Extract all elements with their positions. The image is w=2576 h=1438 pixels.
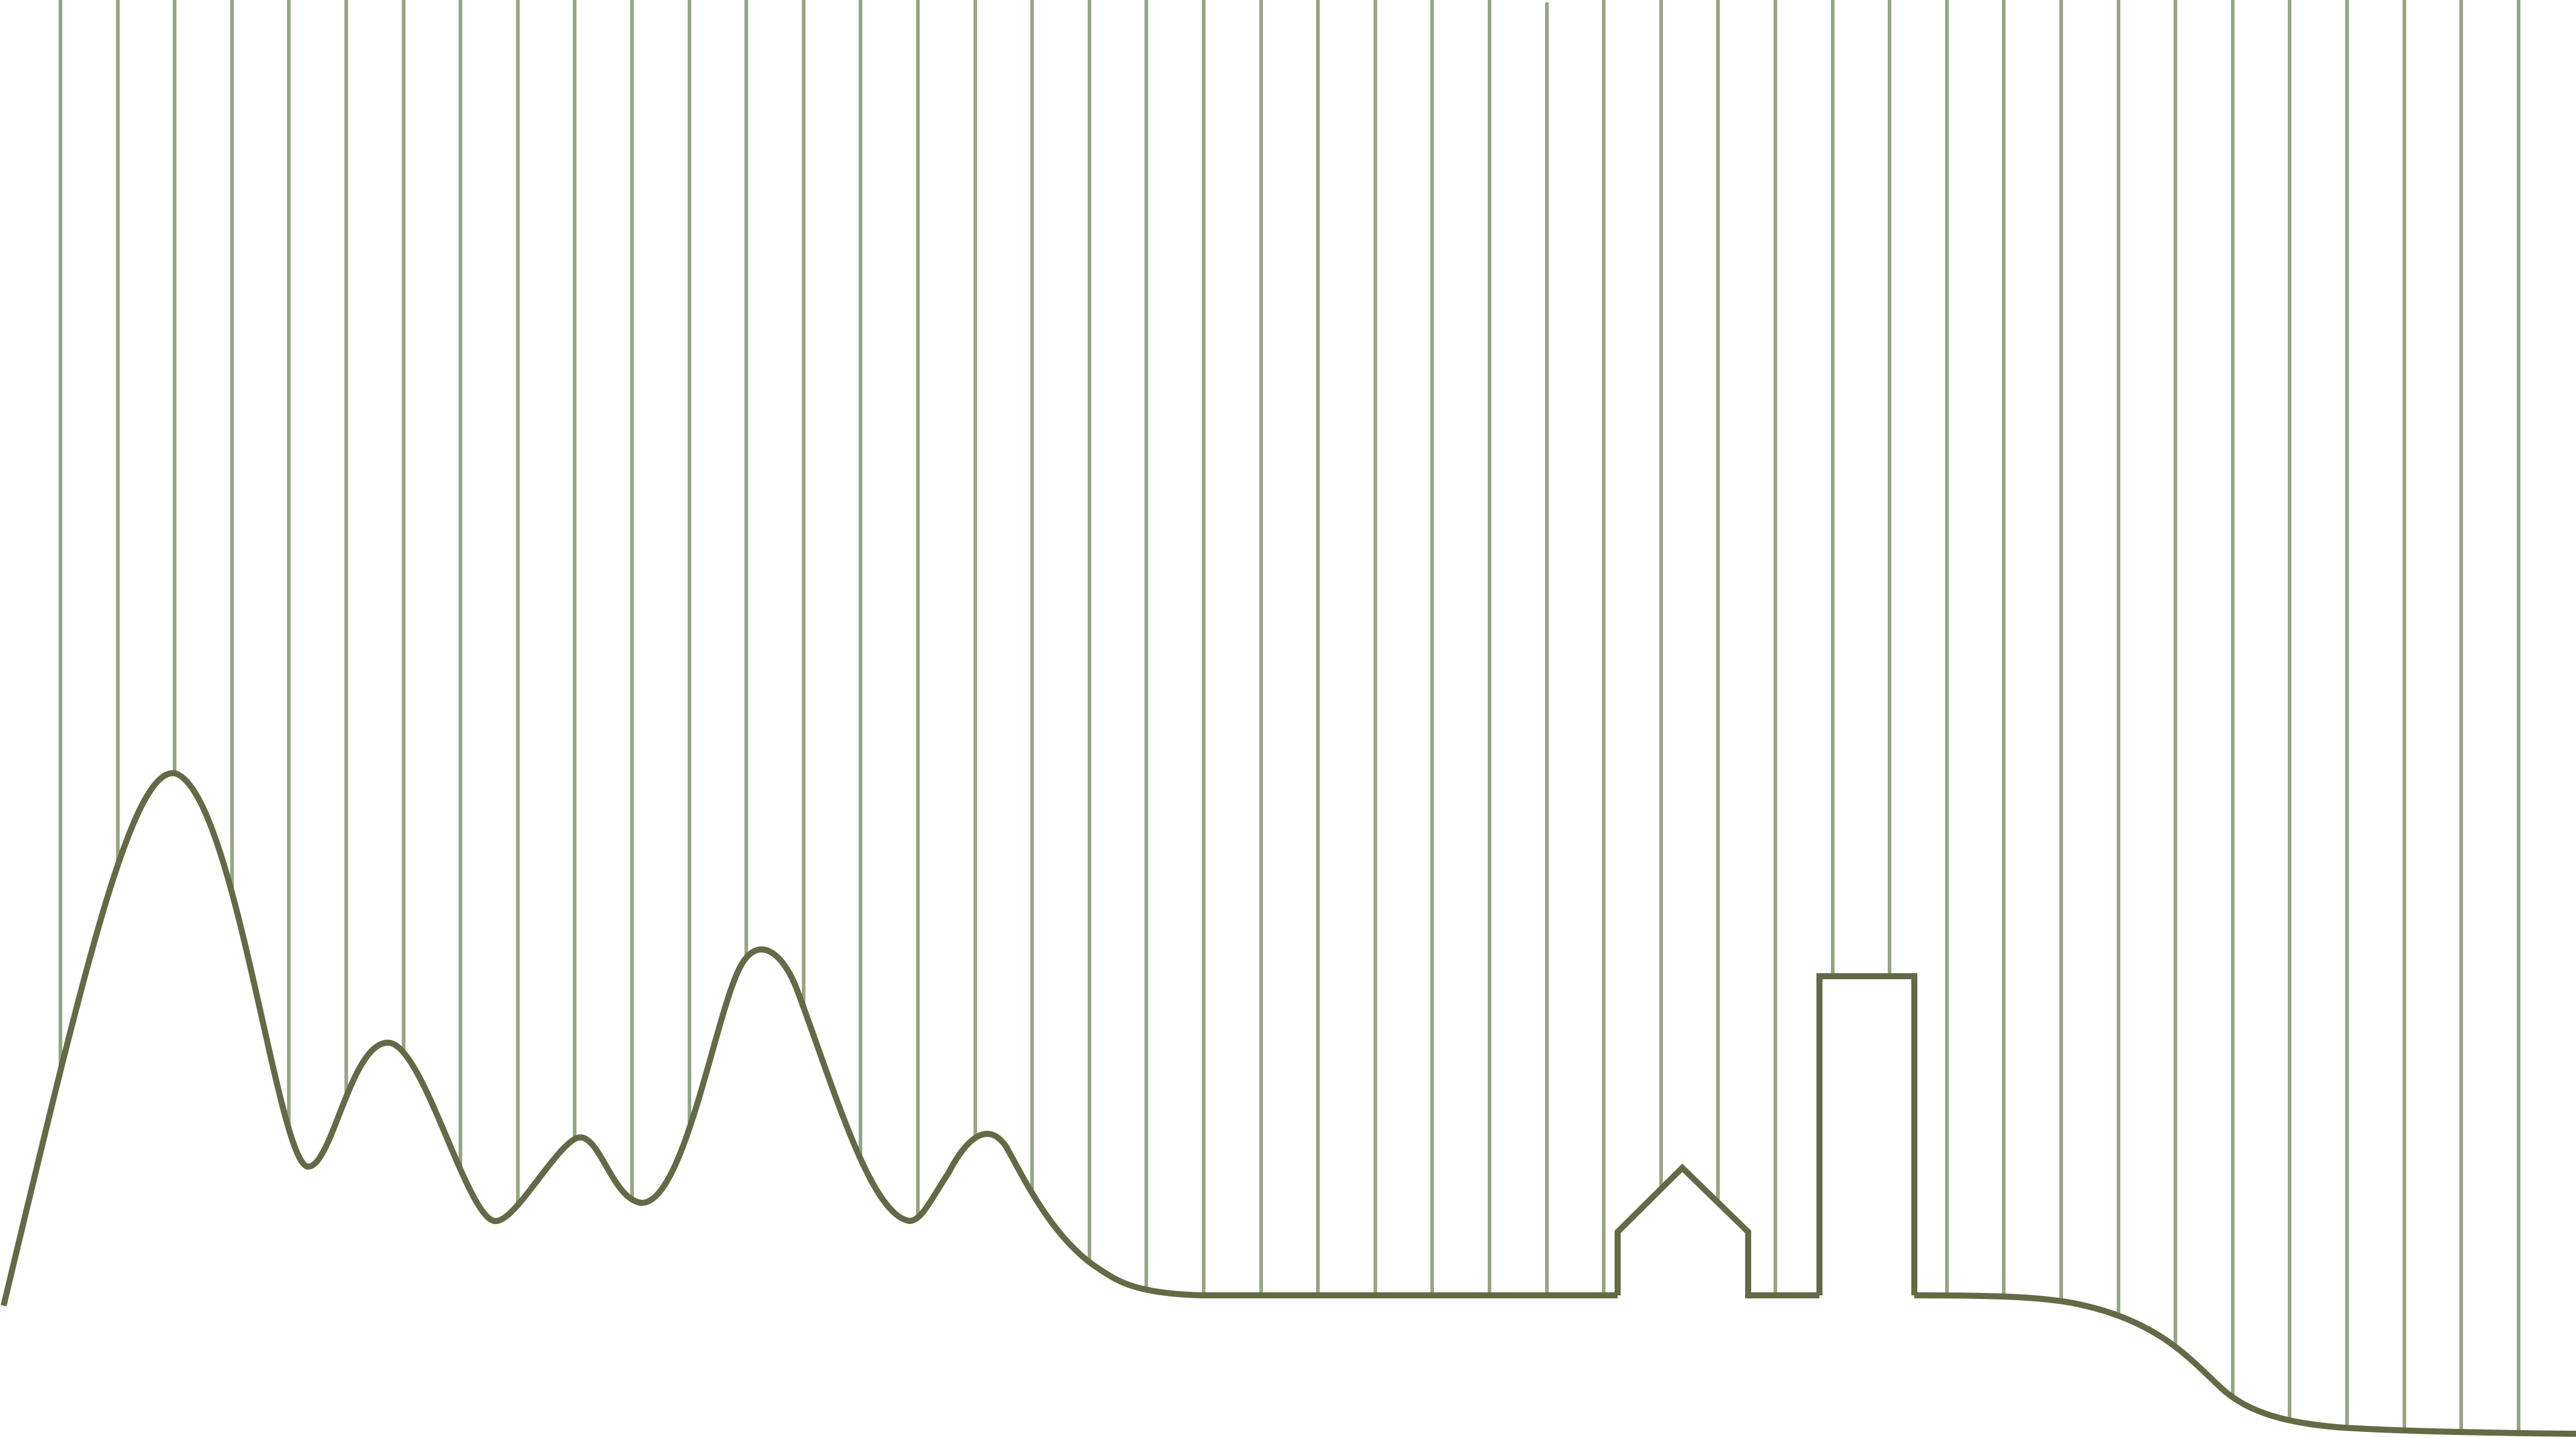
hills-outline: [1, 770, 1618, 1307]
tower-outline: [1816, 973, 1917, 1295]
vertical-lines: [59, 0, 2520, 1434]
slope-outline: [1914, 1292, 2576, 1437]
house-outline: [1615, 1163, 1819, 1298]
